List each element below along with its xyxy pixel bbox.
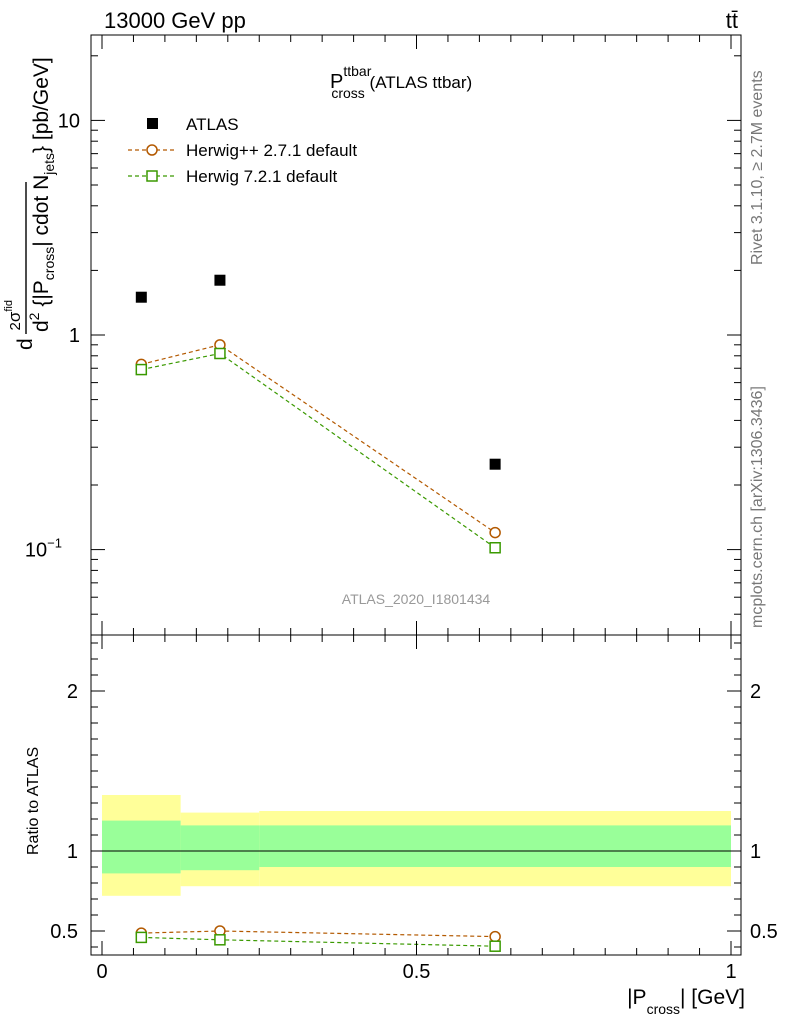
y-tick-label-bottom-left: 2 — [67, 681, 78, 703]
band-inner — [180, 825, 260, 871]
y-tick-label-top: 10 — [58, 110, 80, 132]
plot-title: Pttbar cross (ATLAS ttbar) — [330, 63, 472, 101]
legend: ATLAS Herwig++ 2.7.1 default Herwig 7.2.… — [128, 115, 357, 186]
point-atlas — [135, 291, 147, 303]
bottom-panel-frame — [90, 634, 742, 956]
plot-title-sup: ttbar — [343, 63, 371, 79]
ylabel-d: d — [14, 338, 37, 350]
x-tick-label: 1 — [725, 961, 736, 983]
y-tick-label-bottom-right: 2 — [750, 681, 761, 703]
header-left: 13000 GeV pp — [104, 8, 246, 33]
ratio-line-1 — [141, 936, 496, 947]
y-tick-label-bottom-right: 0.5 — [750, 921, 778, 943]
x-axis-label: |Pcross| [GeV] — [627, 986, 745, 1017]
point-herwig7 — [489, 542, 501, 554]
y-tick-label-bottom-left: 1 — [67, 841, 78, 863]
y-axis-label-bottom: Ratio to ATLAS — [25, 747, 42, 855]
ratio-point-herwigpp — [489, 930, 501, 943]
ratio-line-0 — [141, 930, 496, 938]
plot-title-main: P — [330, 71, 343, 93]
bottom-panel-data — [102, 795, 731, 952]
series-line-1 — [141, 344, 496, 534]
y-axis-label-top-denominator: d2 {|Pcross| cdot Njets} [pb/GeV] — [26, 57, 57, 332]
series-line-2 — [141, 352, 496, 549]
point-herwig7 — [214, 347, 226, 360]
ratio-point-herwig7 — [214, 934, 226, 946]
ratio-point-herwig7 — [489, 940, 501, 952]
point-atlas — [489, 458, 501, 470]
y-axis-label-top-text: d 2σfid — [3, 300, 37, 350]
ylabel-fid: fid — [3, 300, 15, 312]
point-herwigpp — [489, 526, 501, 539]
plot-title-sub: cross — [331, 85, 364, 101]
analysis-watermark: ATLAS_2020_I1801434 — [342, 591, 491, 607]
y-tick-label-bottom-left: 0.5 — [50, 921, 78, 943]
point-atlas — [214, 274, 226, 286]
y-tick-label-bottom-right: 1 — [750, 841, 761, 863]
y-axis-label-top: d 2σfid d2 {|Pcross| cdot Njets} [pb/GeV… — [3, 57, 57, 350]
ratio-point-herwig7 — [135, 931, 148, 944]
top-panel-ticks: 10 1 10−1 — [25, 35, 741, 636]
legend-marker-herwig7 — [146, 170, 158, 182]
plot-title-rest: (ATLAS ttbar) — [365, 73, 472, 92]
x-tick-label: 0.5 — [403, 961, 431, 983]
side-rivet: Rivet 3.1.10, ≥ 2.7M events — [749, 70, 766, 265]
x-tick-label: 0 — [96, 961, 107, 983]
y-tick-label-top: 10−1 — [25, 536, 62, 562]
legend-label-herwigpp: Herwig++ 2.7.1 default — [186, 141, 357, 160]
legend-marker-atlas — [147, 118, 158, 129]
band-inner — [102, 820, 181, 874]
top-panel-data — [135, 274, 501, 554]
side-mcplots: mcplots.cern.ch [arXiv:1306.3436] — [749, 386, 766, 628]
y-tick-label-top: 1 — [69, 325, 80, 347]
point-herwig7 — [135, 363, 148, 376]
ylabel-sigma: σ — [5, 311, 24, 322]
bottom-panel-ticks: 2 2 1 1 0.5 0.5 0 0.5 1 — [50, 635, 778, 983]
band-inner — [259, 825, 731, 867]
header-right: tt̄ — [726, 8, 738, 33]
legend-label-herwig7: Herwig 7.2.1 default — [186, 167, 337, 186]
legend-marker-herwigpp — [146, 144, 158, 156]
ylabel-frac-num: 2 — [7, 322, 24, 330]
legend-label-atlas: ATLAS — [186, 115, 239, 134]
